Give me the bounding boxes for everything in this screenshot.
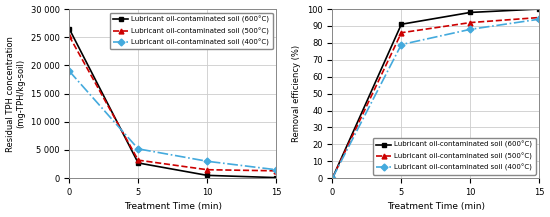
Lubricant oil-contaminated soil (600°C) xyxy=(66,28,73,30)
Lubricant oil-contaminated soil (500°C) xyxy=(204,168,211,171)
Y-axis label: Removal efficiency (%): Removal efficiency (%) xyxy=(293,45,301,142)
X-axis label: Treatment Time (min): Treatment Time (min) xyxy=(387,202,485,211)
Lubricant oil-contaminated soil (600°C) xyxy=(135,162,141,164)
Lubricant oil-contaminated soil (400°C) xyxy=(329,177,336,179)
Lubricant oil-contaminated soil (500°C) xyxy=(398,31,405,34)
Lubricant oil-contaminated soil (600°C) xyxy=(329,177,336,179)
Line: Lubricant oil-contaminated soil (600°C): Lubricant oil-contaminated soil (600°C) xyxy=(330,7,542,181)
Lubricant oil-contaminated soil (400°C) xyxy=(467,28,474,31)
Lubricant oil-contaminated soil (500°C) xyxy=(135,159,141,161)
Line: Lubricant oil-contaminated soil (400°C): Lubricant oil-contaminated soil (400°C) xyxy=(330,17,542,181)
Lubricant oil-contaminated soil (400°C) xyxy=(135,148,141,150)
Lubricant oil-contaminated soil (400°C) xyxy=(536,18,542,20)
Lubricant oil-contaminated soil (600°C) xyxy=(467,11,474,14)
Lubricant oil-contaminated soil (400°C) xyxy=(66,70,73,72)
X-axis label: Treatment Time (min): Treatment Time (min) xyxy=(124,202,222,211)
Lubricant oil-contaminated soil (600°C) xyxy=(536,8,542,10)
Lubricant oil-contaminated soil (500°C) xyxy=(66,35,73,37)
Lubricant oil-contaminated soil (600°C) xyxy=(398,23,405,26)
Line: Lubricant oil-contaminated soil (500°C): Lubricant oil-contaminated soil (500°C) xyxy=(330,15,542,181)
Line: Lubricant oil-contaminated soil (500°C): Lubricant oil-contaminated soil (500°C) xyxy=(67,34,278,173)
Lubricant oil-contaminated soil (500°C) xyxy=(467,21,474,24)
Legend: Lubricant oil-contaminated soil (600°C), Lubricant oil-contaminated soil (500°C): Lubricant oil-contaminated soil (600°C),… xyxy=(109,13,273,49)
Line: Lubricant oil-contaminated soil (600°C): Lubricant oil-contaminated soil (600°C) xyxy=(67,26,278,180)
Lubricant oil-contaminated soil (400°C) xyxy=(398,43,405,46)
Lubricant oil-contaminated soil (400°C) xyxy=(273,168,279,171)
Legend: Lubricant oil-contaminated soil (600°C), Lubricant oil-contaminated soil (500°C): Lubricant oil-contaminated soil (600°C),… xyxy=(373,138,536,175)
Y-axis label: Residual TPH concentration
(mg-TPH/kg-soil): Residual TPH concentration (mg-TPH/kg-so… xyxy=(6,36,25,151)
Lubricant oil-contaminated soil (500°C) xyxy=(329,177,336,179)
Lubricant oil-contaminated soil (600°C) xyxy=(204,174,211,177)
Lubricant oil-contaminated soil (500°C) xyxy=(273,169,279,172)
Line: Lubricant oil-contaminated soil (400°C): Lubricant oil-contaminated soil (400°C) xyxy=(67,69,278,172)
Lubricant oil-contaminated soil (400°C) xyxy=(204,160,211,163)
Lubricant oil-contaminated soil (600°C) xyxy=(273,176,279,179)
Lubricant oil-contaminated soil (500°C) xyxy=(536,16,542,19)
